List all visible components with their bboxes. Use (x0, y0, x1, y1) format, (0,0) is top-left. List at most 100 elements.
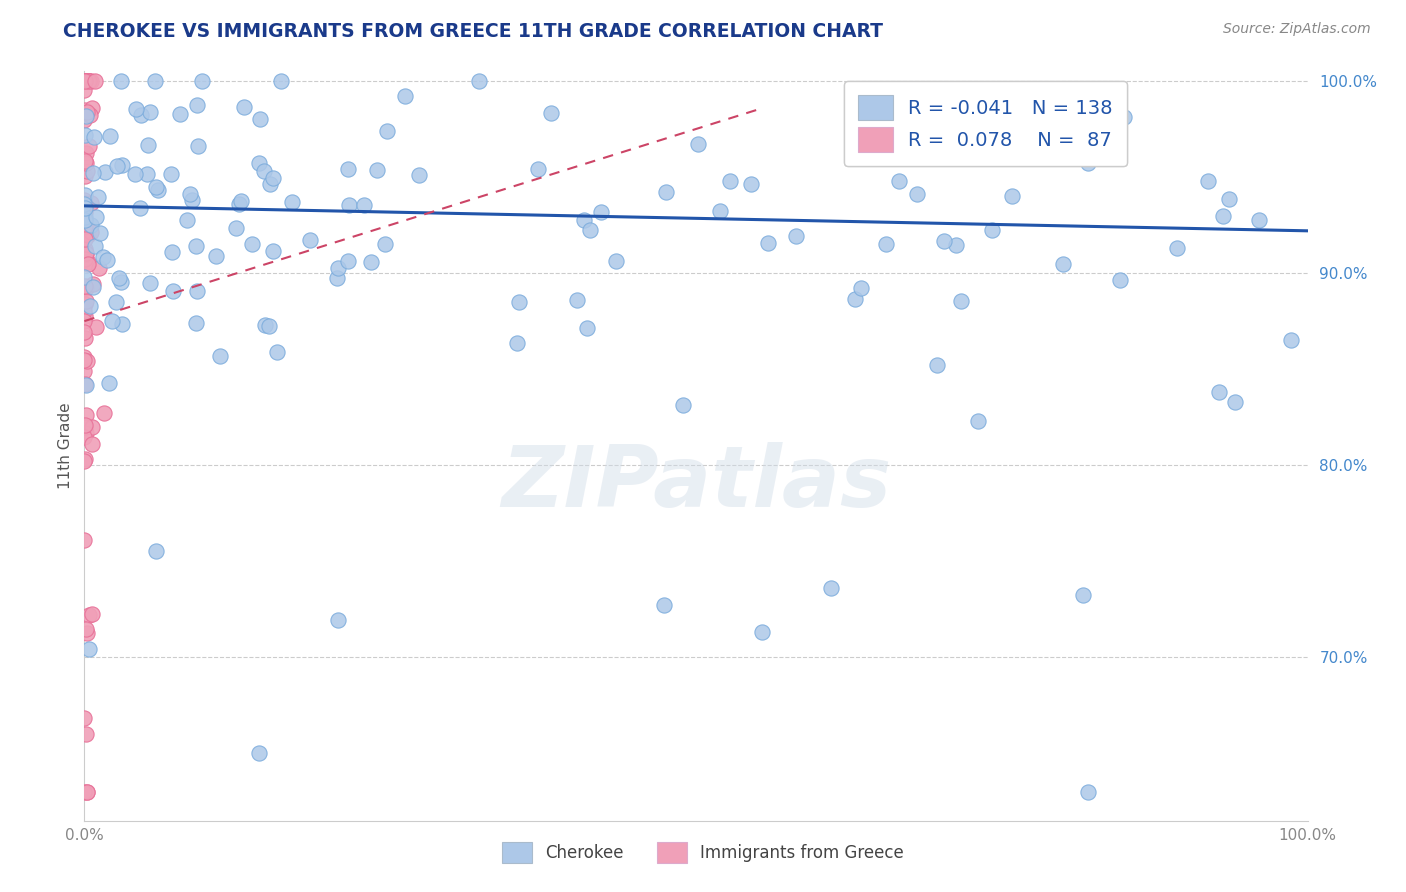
Point (100, 129, 122, 144)
Point (298, 233, 321, 247)
Point (73, 154, 96, 169)
Point (77, 255, 100, 269)
Point (180, 193, 202, 207)
Point (75, 294, 97, 309)
Point (73, 270, 96, 285)
Point (82, 437, 104, 451)
Point (101, 314, 124, 328)
Point (508, 294, 530, 309)
Point (1001, 188, 1024, 202)
Point (73, 204, 96, 219)
Point (73, 331, 96, 345)
Point (80, 196, 103, 211)
Point (73, 74, 96, 88)
Point (96, 252, 118, 267)
Point (143, 74, 166, 88)
Point (73, 785, 96, 799)
Point (1218, 193, 1240, 207)
Point (756, 235, 779, 250)
Point (73, 279, 96, 293)
Point (79, 299, 101, 313)
Point (73, 74, 96, 88)
Point (73, 74, 96, 88)
Point (186, 284, 208, 298)
Point (73, 252, 96, 266)
Point (77, 74, 100, 88)
Point (718, 173, 741, 187)
Point (145, 544, 167, 558)
Y-axis label: 11th Grade: 11th Grade (58, 402, 73, 490)
Point (751, 625, 773, 640)
Point (75, 109, 97, 123)
Point (77, 608, 100, 623)
Point (73, 197, 96, 211)
Point (184, 238, 207, 252)
Point (785, 229, 807, 244)
Point (82, 277, 104, 292)
Point (73, 224, 96, 238)
Point (76, 626, 98, 640)
Point (77, 74, 100, 88)
Point (266, 344, 288, 359)
Point (139, 104, 162, 119)
Point (75, 622, 97, 636)
Point (270, 74, 292, 88)
Point (73, 74, 96, 88)
Point (73, 74, 96, 88)
Point (91, 250, 114, 264)
Point (76, 164, 98, 178)
Point (73, 74, 96, 88)
Point (262, 244, 284, 258)
Point (187, 139, 209, 153)
Point (980, 223, 1002, 237)
Point (93, 406, 115, 420)
Point (84, 238, 107, 252)
Point (75, 103, 97, 118)
Point (76, 354, 98, 368)
Point (111, 158, 134, 172)
Point (82, 166, 104, 180)
Point (75, 281, 97, 295)
Point (73, 201, 96, 215)
Point (73, 212, 96, 227)
Point (73, 206, 96, 220)
Point (75, 418, 97, 433)
Point (73, 112, 96, 127)
Point (925, 358, 948, 372)
Point (76, 785, 98, 799)
Point (337, 254, 360, 268)
Point (672, 398, 695, 412)
Point (73, 74, 96, 88)
Text: ZIPatlas: ZIPatlas (501, 442, 891, 525)
Point (73, 303, 96, 318)
Point (73, 297, 96, 311)
Point (579, 222, 602, 236)
Point (73, 74, 96, 88)
Point (73, 83, 96, 97)
Point (75, 377, 97, 392)
Point (186, 97, 208, 112)
Point (374, 236, 396, 251)
Point (574, 213, 596, 227)
Point (79, 108, 101, 122)
Text: CHEROKEE VS IMMIGRANTS FROM GREECE 11TH GRADE CORRELATION CHART: CHEROKEE VS IMMIGRANTS FROM GREECE 11TH … (63, 22, 883, 41)
Point (80, 419, 103, 434)
Point (249, 112, 271, 126)
Point (231, 194, 253, 209)
Point (1212, 209, 1234, 223)
Point (353, 198, 375, 212)
Point (540, 105, 562, 120)
Point (79, 642, 101, 657)
Point (565, 293, 588, 308)
Point (73, 310, 96, 324)
Point (82, 279, 104, 293)
Point (75, 156, 97, 170)
Point (75, 426, 97, 441)
Point (162, 284, 184, 298)
Point (377, 124, 399, 138)
Text: Source: ZipAtlas.com: Source: ZipAtlas.com (1223, 22, 1371, 37)
Point (73, 193, 96, 207)
Point (73, 313, 96, 327)
Point (77, 257, 100, 271)
Point (889, 174, 911, 188)
